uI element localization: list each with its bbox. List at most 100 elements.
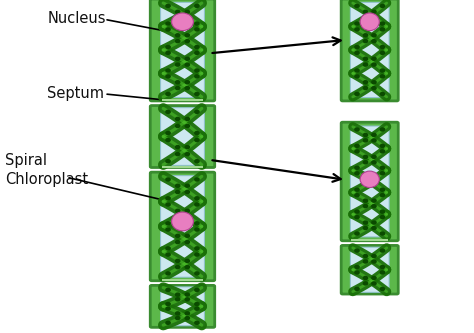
- Circle shape: [185, 16, 190, 19]
- Circle shape: [195, 69, 199, 72]
- Circle shape: [166, 307, 170, 310]
- Circle shape: [355, 249, 359, 252]
- FancyBboxPatch shape: [150, 106, 215, 167]
- Circle shape: [372, 139, 376, 142]
- Circle shape: [380, 28, 384, 31]
- Circle shape: [195, 178, 199, 181]
- Circle shape: [166, 132, 170, 135]
- Circle shape: [166, 93, 170, 96]
- Circle shape: [372, 282, 376, 285]
- Circle shape: [166, 197, 170, 200]
- Circle shape: [372, 134, 376, 137]
- Circle shape: [175, 215, 180, 218]
- Circle shape: [185, 10, 190, 13]
- Circle shape: [185, 184, 190, 187]
- Circle shape: [372, 161, 376, 164]
- Circle shape: [355, 215, 359, 218]
- Circle shape: [380, 51, 384, 54]
- Circle shape: [372, 221, 376, 224]
- Text: Nucleus: Nucleus: [47, 11, 106, 26]
- Circle shape: [185, 209, 190, 212]
- FancyBboxPatch shape: [341, 245, 398, 294]
- Circle shape: [185, 317, 190, 320]
- Circle shape: [195, 253, 199, 256]
- Circle shape: [380, 166, 384, 169]
- Circle shape: [195, 288, 199, 291]
- Circle shape: [355, 150, 359, 153]
- Circle shape: [175, 298, 180, 301]
- Circle shape: [380, 210, 384, 213]
- FancyBboxPatch shape: [161, 287, 204, 326]
- Circle shape: [166, 302, 170, 305]
- FancyBboxPatch shape: [350, 126, 389, 237]
- Circle shape: [364, 40, 368, 43]
- Circle shape: [364, 276, 368, 279]
- Circle shape: [175, 81, 180, 84]
- Circle shape: [185, 57, 190, 60]
- Circle shape: [195, 321, 199, 324]
- Circle shape: [372, 87, 376, 90]
- Circle shape: [380, 249, 384, 252]
- Circle shape: [355, 265, 359, 268]
- Circle shape: [185, 293, 190, 296]
- Ellipse shape: [360, 171, 379, 187]
- Circle shape: [380, 215, 384, 218]
- FancyBboxPatch shape: [150, 285, 215, 327]
- Text: Spiral
Chloroplast: Spiral Chloroplast: [5, 153, 88, 186]
- Circle shape: [380, 69, 384, 72]
- Circle shape: [166, 222, 170, 225]
- Circle shape: [355, 128, 359, 131]
- Circle shape: [166, 28, 170, 31]
- Circle shape: [166, 75, 170, 78]
- Circle shape: [364, 183, 368, 186]
- Circle shape: [372, 34, 376, 37]
- Circle shape: [195, 46, 199, 49]
- Circle shape: [185, 266, 190, 269]
- Circle shape: [195, 307, 199, 310]
- Circle shape: [175, 146, 180, 149]
- Circle shape: [185, 118, 190, 121]
- Circle shape: [166, 51, 170, 54]
- Circle shape: [372, 205, 376, 208]
- Circle shape: [355, 172, 359, 175]
- Circle shape: [364, 34, 368, 37]
- FancyBboxPatch shape: [161, 108, 204, 166]
- Circle shape: [364, 87, 368, 90]
- Circle shape: [372, 254, 376, 257]
- Circle shape: [166, 46, 170, 49]
- FancyBboxPatch shape: [161, 176, 204, 277]
- Circle shape: [364, 161, 368, 164]
- Circle shape: [372, 199, 376, 202]
- Circle shape: [185, 259, 190, 262]
- Circle shape: [175, 240, 180, 244]
- Circle shape: [380, 271, 384, 274]
- Circle shape: [364, 57, 368, 60]
- Circle shape: [185, 81, 190, 84]
- Circle shape: [372, 183, 376, 186]
- Circle shape: [175, 317, 180, 320]
- Circle shape: [380, 145, 384, 148]
- Circle shape: [380, 128, 384, 131]
- Circle shape: [195, 247, 199, 250]
- Circle shape: [372, 81, 376, 84]
- Circle shape: [364, 139, 368, 142]
- Circle shape: [380, 93, 384, 96]
- Circle shape: [355, 4, 359, 7]
- Circle shape: [175, 184, 180, 187]
- Circle shape: [355, 194, 359, 197]
- Circle shape: [380, 22, 384, 25]
- Circle shape: [175, 293, 180, 296]
- Circle shape: [380, 232, 384, 235]
- Circle shape: [185, 298, 190, 301]
- Circle shape: [364, 282, 368, 285]
- Circle shape: [166, 22, 170, 25]
- Circle shape: [364, 205, 368, 208]
- Circle shape: [372, 155, 376, 158]
- Circle shape: [185, 234, 190, 237]
- Circle shape: [364, 177, 368, 180]
- Circle shape: [185, 63, 190, 66]
- Circle shape: [195, 75, 199, 78]
- Circle shape: [166, 272, 170, 275]
- Circle shape: [195, 302, 199, 305]
- Circle shape: [355, 287, 359, 290]
